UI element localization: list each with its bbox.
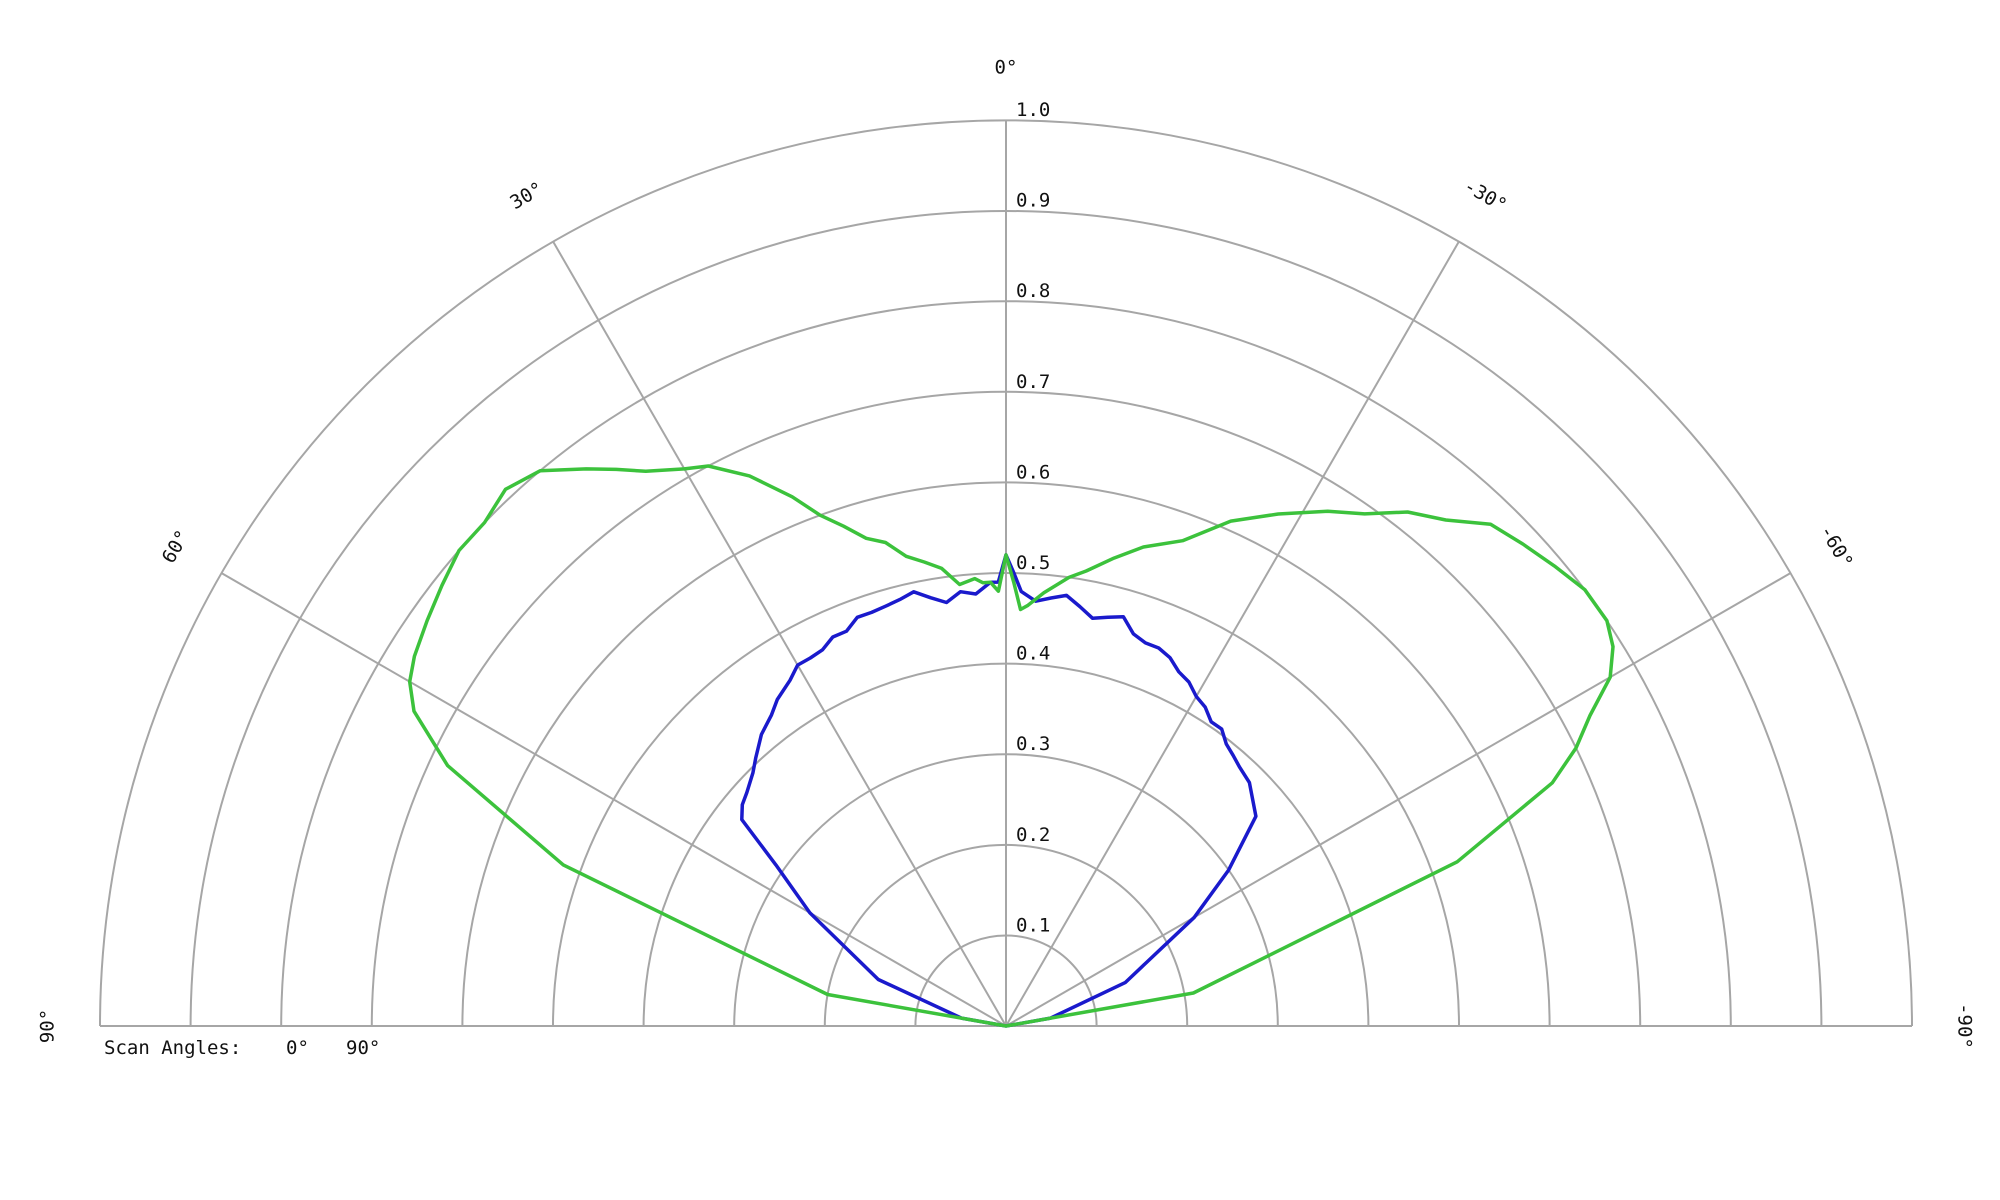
- grid-spoke: [1005, 572, 1792, 1027]
- radial-tick-label: 0.5: [1016, 552, 1050, 574]
- grid-spoke: [220, 572, 1007, 1027]
- radial-tick-label: 0.9: [1016, 190, 1050, 212]
- radial-tick-label: 1.0: [1016, 99, 1050, 121]
- legend-item-0: 0°: [286, 1037, 309, 1059]
- legend-item-90: 90°: [346, 1037, 380, 1059]
- legend: Scan Angles: 0° 90°: [104, 1037, 380, 1059]
- angle-tick-label: 0°: [995, 57, 1018, 79]
- series-line-1: [407, 464, 1615, 1028]
- grid-spoke: [552, 240, 1007, 1027]
- series-layer: [407, 464, 1615, 1028]
- radial-tick-labels: 0.1 0.2 0.3 0.4 0.5 0.6 0.7 0.8 0.9 1.0: [1016, 99, 1050, 936]
- grid-spokes: [100, 120, 1912, 1027]
- angle-tick-label: -60°: [1815, 521, 1857, 572]
- radial-tick-label: 0.3: [1016, 733, 1050, 755]
- radial-tick-label: 0.4: [1016, 643, 1050, 665]
- angle-tick-label: -30°: [1460, 175, 1511, 217]
- angle-tick-label: 60°: [158, 526, 194, 567]
- grid-spoke: [1005, 240, 1460, 1027]
- radial-tick-label: 0.7: [1016, 371, 1050, 393]
- radial-tick-label: 0.6: [1016, 461, 1050, 483]
- radial-tick-label: 0.1: [1016, 914, 1050, 936]
- angle-tick-label: 90°: [37, 1009, 59, 1043]
- radial-tick-label: 0.2: [1016, 824, 1050, 846]
- angle-tick-label: 30°: [506, 178, 547, 214]
- series-line-0: [740, 553, 1258, 1028]
- angle-tick-label: -90°: [1954, 1003, 1976, 1049]
- legend-title: Scan Angles:: [104, 1037, 241, 1059]
- radial-tick-label: 0.8: [1016, 280, 1050, 302]
